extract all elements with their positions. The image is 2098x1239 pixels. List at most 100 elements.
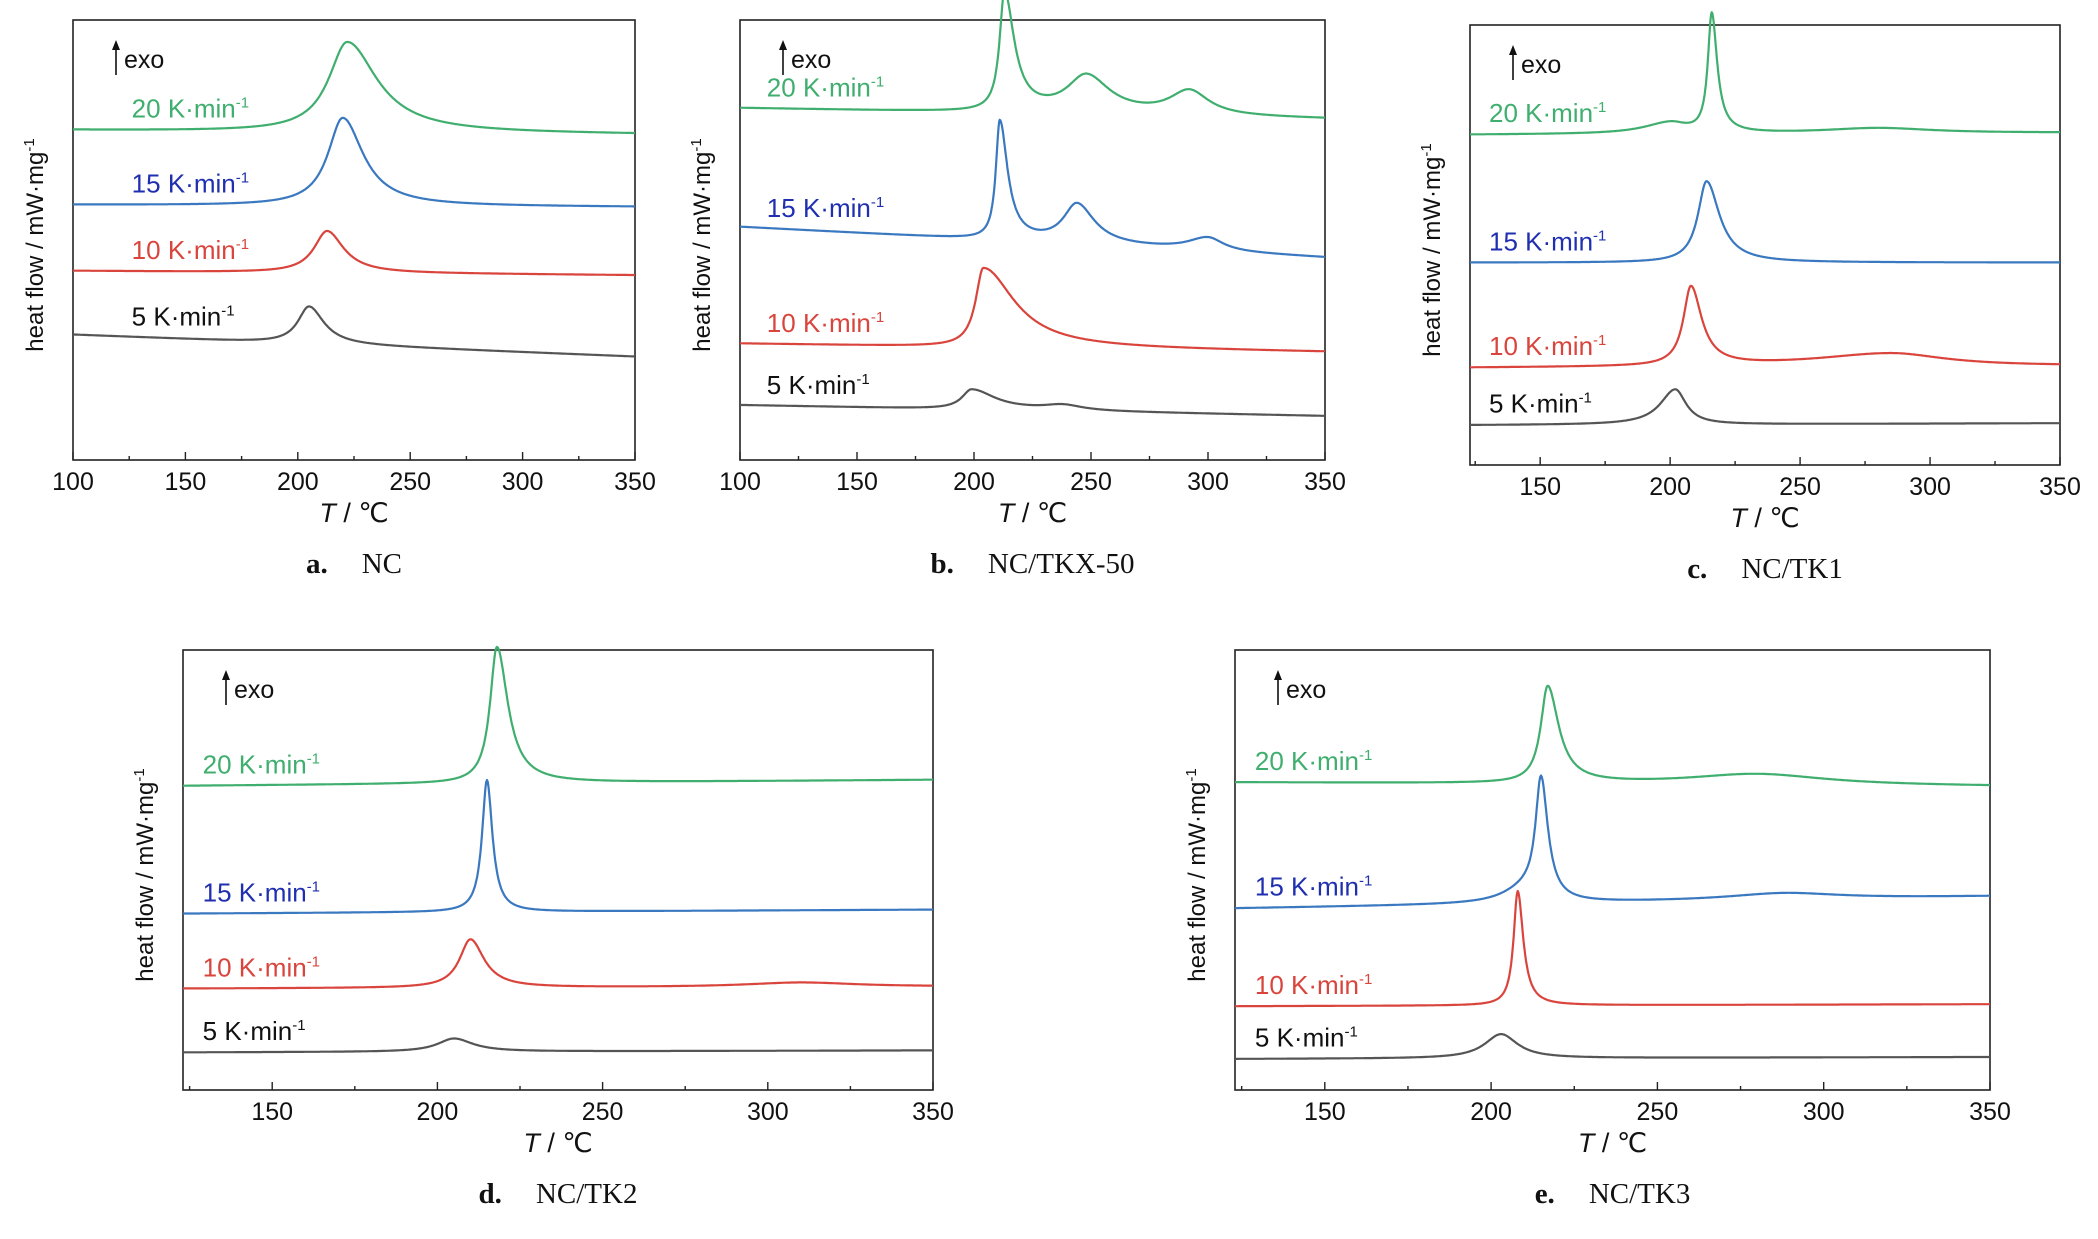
exo-arrowhead-icon	[112, 40, 120, 50]
x-axis-label: T / ℃	[1578, 1128, 1647, 1158]
x-tick-label: 300	[747, 1098, 789, 1126]
series-label-20k: 20 K·min-1	[1489, 98, 1606, 128]
exo-arrowhead-icon	[1509, 45, 1517, 55]
series-line-20k	[182, 645, 934, 787]
x-tick-label: 350	[1304, 468, 1346, 496]
exo-label: exo	[234, 676, 274, 704]
series-line-10k	[1469, 284, 2061, 369]
series-label-20k: 20 K·min-1	[132, 93, 249, 123]
exo-label: exo	[791, 46, 831, 74]
panel-caption: d. NC/TK2	[479, 1178, 638, 1210]
x-tick-label: 250	[1637, 1098, 1679, 1126]
x-tick-label: 150	[1519, 473, 1561, 501]
series-label-10k: 10 K·min-1	[1255, 970, 1372, 1000]
x-tick-label: 150	[165, 468, 207, 496]
series-line-20k	[1234, 684, 1991, 787]
series-line-20k	[739, 0, 1326, 119]
panel-a: 100 150 200 250 300 350 T / ℃ heat flow / mW·mg…	[21, 19, 656, 580]
y-axis-label: heat flow / mW·mg-1	[131, 768, 159, 981]
panel-c: 150 200 250 300 350 T / ℃ heat flow / mW·mg-1 e…	[1418, 11, 2081, 585]
panel-b: 100 150 200 250 300 350 T / ℃ heat flow / mW·mg…	[688, 0, 1346, 580]
x-tick-label: 250	[1070, 468, 1112, 496]
x-tick-label: 300	[1909, 473, 1951, 501]
y-axis-label: heat flow / mW·mg-1	[1418, 143, 1446, 356]
y-axis-label: heat flow / mW·mg-1	[688, 138, 716, 351]
x-tick-label: 350	[2039, 473, 2081, 501]
x-tick-label: 300	[1803, 1098, 1845, 1126]
x-tick-label: 150	[251, 1098, 293, 1126]
panel-e: 150 200 250 300 350 T / ℃ heat flow / mW·mg-1 e…	[1183, 649, 2011, 1210]
series-label-10k: 10 K·min-1	[767, 308, 884, 338]
x-tick-label: 200	[953, 468, 995, 496]
panel-caption: e. NC/TK3	[1535, 1178, 1691, 1210]
exo-arrowhead-icon	[222, 670, 230, 680]
x-tick-label: 150	[836, 468, 878, 496]
x-tick-label: 350	[614, 468, 656, 496]
series-label-15k: 15 K·min-1	[1255, 871, 1372, 901]
y-axis-label: heat flow / mW·mg-1	[1183, 768, 1211, 981]
x-tick-label: 200	[417, 1098, 459, 1126]
series-label-5k: 5 K·min-1	[767, 370, 870, 400]
series-label-10k: 10 K·min-1	[132, 235, 249, 265]
series-label-15k: 15 K·min-1	[1489, 226, 1606, 256]
x-tick-label: 300	[1187, 468, 1229, 496]
x-tick-label: 250	[582, 1098, 624, 1126]
series-line-10k	[1234, 889, 1991, 1008]
series-line-5k	[1469, 388, 2061, 426]
series-line-15k	[1234, 774, 1991, 910]
series-label-5k: 5 K·min-1	[1255, 1023, 1358, 1053]
series-line-5k	[72, 305, 636, 358]
exo-label: exo	[124, 46, 164, 74]
series-line-15k	[739, 118, 1326, 258]
series-line-20k	[72, 40, 636, 135]
x-tick-label: 150	[1304, 1098, 1346, 1126]
x-tick-label: 200	[1470, 1098, 1512, 1126]
plot-frame	[1469, 24, 2061, 466]
x-axis-label: T / ℃	[523, 1128, 592, 1158]
x-axis-label: T / ℃	[1730, 503, 1799, 533]
x-tick-label: 300	[502, 468, 544, 496]
series-line-10k	[739, 266, 1326, 353]
series-line-15k	[1469, 180, 2061, 264]
series-label-10k: 10 K·min-1	[1489, 331, 1606, 361]
series-label-20k: 20 K·min-1	[203, 749, 320, 779]
series-label-20k: 20 K·min-1	[1255, 746, 1372, 776]
series-line-5k	[739, 388, 1326, 417]
panel-caption: c. NC/TK1	[1687, 553, 1843, 585]
x-tick-label: 200	[277, 468, 319, 496]
series-label-20k: 20 K·min-1	[767, 72, 884, 102]
x-axis-label: T / ℃	[998, 498, 1067, 528]
series-label-5k: 5 K·min-1	[203, 1016, 306, 1046]
x-tick-label: 250	[389, 468, 431, 496]
plot-frame	[1234, 649, 1991, 1091]
x-tick-label: 100	[719, 468, 761, 496]
series-line-15k	[182, 778, 934, 915]
exo-arrowhead-icon	[1274, 670, 1282, 680]
series-label-5k: 5 K·min-1	[132, 301, 235, 331]
plot-frame	[182, 649, 934, 1091]
series-label-5k: 5 K·min-1	[1489, 389, 1592, 419]
series-line-5k	[182, 1037, 934, 1054]
x-tick-label: 350	[1969, 1098, 2011, 1126]
series-line-10k	[72, 229, 636, 277]
series-line-15k	[72, 116, 636, 208]
panel-d: 150 200 250 300 350 T / ℃ heat flow / mW·mg-1 e…	[131, 645, 954, 1210]
series-line-10k	[182, 938, 934, 990]
x-tick-label: 100	[52, 468, 94, 496]
panel-caption: b. NC/TKX-50	[931, 548, 1135, 580]
x-tick-label: 350	[912, 1098, 954, 1126]
series-label-15k: 15 K·min-1	[132, 168, 249, 198]
x-tick-label: 250	[1779, 473, 1821, 501]
series-label-15k: 15 K·min-1	[767, 193, 884, 223]
series-line-5k	[1234, 1033, 1991, 1060]
x-tick-label: 200	[1649, 473, 1691, 501]
y-axis-label: heat flow / mW·mg-1	[21, 138, 49, 351]
series-label-10k: 10 K·min-1	[203, 952, 320, 982]
exo-label: exo	[1286, 676, 1326, 704]
x-axis-label: T / ℃	[319, 498, 388, 528]
series-label-15k: 15 K·min-1	[203, 877, 320, 907]
panel-caption: a. NC	[306, 548, 402, 580]
exo-arrowhead-icon	[779, 40, 787, 50]
